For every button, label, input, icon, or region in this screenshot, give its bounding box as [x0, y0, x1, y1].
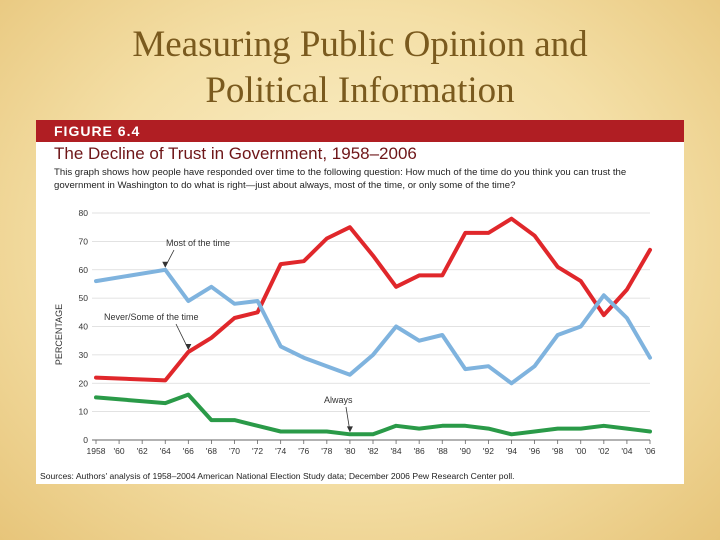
x-tick-label: '76 [298, 446, 309, 456]
series-line [94, 267, 652, 386]
x-tick-label: '62 [137, 446, 148, 456]
x-tick-label: '64 [160, 446, 171, 456]
series-line [94, 216, 652, 383]
y-tick-label: 0 [83, 435, 88, 445]
y-tick-label: 30 [79, 350, 89, 360]
figure-description: This graph shows how people have respond… [54, 167, 627, 191]
x-tick-label: '68 [206, 446, 217, 456]
x-tick-label: '06 [644, 446, 655, 456]
annotation-arrowhead [185, 344, 192, 351]
x-tick-label: '86 [414, 446, 425, 456]
annotation-label: Never/Some of the time [104, 312, 199, 322]
x-tick-label: '88 [437, 446, 448, 456]
y-tick-label: 20 [79, 378, 89, 388]
x-tick-label: '74 [275, 446, 286, 456]
y-tick-label: 10 [79, 407, 89, 417]
x-tick-label: '04 [621, 446, 632, 456]
x-tick-label: '96 [529, 446, 540, 456]
x-tick-label: '60 [114, 446, 125, 456]
slide-title: Measuring Public Opinion and Political I… [0, 22, 720, 114]
x-tick-label: '98 [552, 446, 563, 456]
x-tick-label: '82 [367, 446, 378, 456]
x-tick-label: '94 [506, 446, 517, 456]
y-tick-label: 40 [79, 322, 89, 332]
y-tick-label: 80 [79, 208, 89, 218]
slide-title-line1: Measuring Public Opinion and [132, 24, 588, 65]
trust-chart: 0 10 20 30 40 50 60 70 80 PERCENTAGE 1958 '60 '62 '64… [54, 208, 656, 456]
annotation-label: Always [324, 395, 353, 405]
x-tick-label: 1958 [87, 446, 106, 456]
y-tick-label: 60 [79, 265, 89, 275]
x-tick-label: '00 [575, 446, 586, 456]
x-tick-label: '80 [344, 446, 355, 456]
figure-source: Sources: Authors' analysis of 1958–2004 … [40, 471, 515, 481]
x-tick-label: '02 [598, 446, 609, 456]
annotation-arrowhead [346, 426, 353, 433]
y-tick-label: 70 [79, 236, 89, 246]
series-line [94, 392, 652, 437]
x-tick-label: '84 [391, 446, 402, 456]
figure-title: The Decline of Trust in Government, 1958… [54, 144, 417, 163]
figure-label-band: FIGURE 6.4 [36, 120, 684, 142]
x-tick-label: '92 [483, 446, 494, 456]
x-tick-label: '90 [460, 446, 471, 456]
figure-panel: FIGURE 6.4 The Decline of Trust in Gover… [36, 120, 684, 484]
y-axis-label: PERCENTAGE [54, 304, 64, 365]
slide-title-line2: Political Information [205, 70, 515, 111]
annotation-arrowhead [162, 261, 169, 268]
x-tick-label: '70 [229, 446, 240, 456]
annotation-label: Most of the time [166, 238, 230, 248]
x-tick-label: '66 [183, 446, 194, 456]
x-tick-label: '78 [321, 446, 332, 456]
x-tick-label: '72 [252, 446, 263, 456]
y-tick-label: 50 [79, 293, 89, 303]
